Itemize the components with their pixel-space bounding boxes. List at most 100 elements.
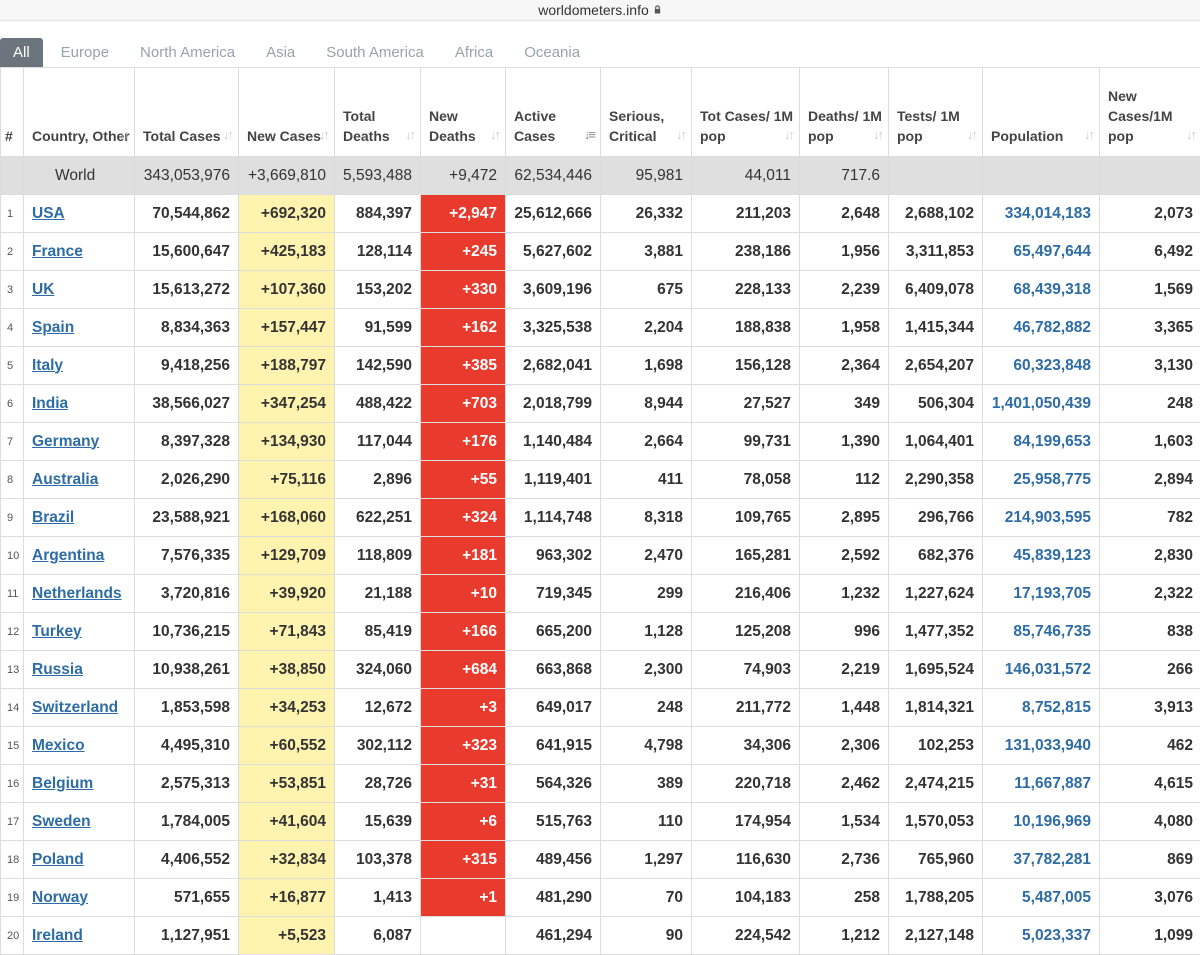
new-cases-cell: +168,060 [239,499,335,537]
col-header-new-cases[interactable]: New Cases↓↑ [239,68,335,157]
serious-cell: 411 [601,461,692,499]
world-row: World 343,053,976 +3,669,810 5,593,488 +… [1,157,1200,195]
col-header-total-deaths[interactable]: Total Deaths↓↑ [335,68,421,157]
new-deaths-cell: +2,947 [421,195,506,233]
deaths-per-m-cell: 1,534 [800,803,889,841]
population-cell: 334,014,183 [983,195,1100,233]
total-cases-cell: 70,544,862 [135,195,239,233]
country-link[interactable]: Norway [32,889,88,906]
total-deaths-cell: 622,251 [335,499,421,537]
tab-north-america[interactable]: North America [126,38,249,67]
col-header-deaths-per-m[interactable]: Deaths/ 1M pop↓↑ [800,68,889,157]
country-link[interactable]: Argentina [32,547,104,564]
country-link[interactable]: Germany [32,433,99,450]
total-cases-cell: 4,406,552 [135,841,239,879]
population-cell: 85,746,735 [983,613,1100,651]
col-header-new-deaths[interactable]: New Deaths↓↑ [421,68,506,157]
cases-per-m-cell: 27,527 [692,385,800,423]
total-cases-cell: 1,784,005 [135,803,239,841]
country-link[interactable]: France [32,243,83,260]
active-cases-cell: 461,294 [506,917,601,955]
serious-cell: 248 [601,689,692,727]
sort-icon: ↓↑ [967,125,976,145]
col-header-tests-per-m[interactable]: Tests/ 1M pop↓↑ [889,68,983,157]
country-link[interactable]: Italy [32,357,63,374]
new-deaths-cell: +10 [421,575,506,613]
country-link[interactable]: Russia [32,661,83,678]
tab-south-america[interactable]: South America [312,38,438,67]
total-cases-cell: 10,938,261 [135,651,239,689]
country-link[interactable]: Australia [32,471,98,488]
tests-per-m-cell: 1,227,624 [889,575,983,613]
country-link[interactable]: UK [32,281,54,298]
deaths-per-m-cell: 1,448 [800,689,889,727]
country-cell: India [24,385,135,423]
country-cell: Belgium [24,765,135,803]
population-cell: 46,782,882 [983,309,1100,347]
row-index: 20 [1,917,24,955]
cases-per-m-cell: 116,630 [692,841,800,879]
region-tabs: All Europe North America Asia South Amer… [0,38,1200,67]
country-link[interactable]: USA [32,205,65,222]
new-cases-cell: +71,843 [239,613,335,651]
new-deaths-cell: +3 [421,689,506,727]
new-cases-cell: +188,797 [239,347,335,385]
deaths-per-m-cell: 2,648 [800,195,889,233]
country-link[interactable]: Sweden [32,813,91,830]
country-cell: Australia [24,461,135,499]
country-link[interactable]: Spain [32,319,74,336]
country-link[interactable]: India [32,395,68,412]
new-cases-per-m-cell: 3,913 [1100,689,1200,727]
new-cases-per-m-cell: 3,076 [1100,879,1200,917]
country-link[interactable]: Belgium [32,775,93,792]
col-header-active-cases[interactable]: Active Cases↓≡ [506,68,601,157]
world-name: World [24,157,135,195]
new-cases-per-m-cell: 3,365 [1100,309,1200,347]
total-cases-cell: 1,853,598 [135,689,239,727]
tab-asia[interactable]: Asia [252,38,309,67]
row-index: 4 [1,309,24,347]
col-header-total-cases[interactable]: Total Cases↓↑ [135,68,239,157]
col-header-country[interactable]: Country, Other↓↑ [24,68,135,157]
col-header-population[interactable]: Population↓↑ [983,68,1100,157]
tab-oceania[interactable]: Oceania [510,38,594,67]
new-deaths-cell: +330 [421,271,506,309]
row-index: 13 [1,651,24,689]
population-cell: 37,782,281 [983,841,1100,879]
tests-per-m-cell: 2,654,207 [889,347,983,385]
col-header-serious[interactable]: Serious, Critical↓↑ [601,68,692,157]
row-index: 19 [1,879,24,917]
tab-all[interactable]: All [0,38,43,67]
serious-cell: 1,128 [601,613,692,651]
country-link[interactable]: Brazil [32,509,74,526]
cases-per-m-cell: 104,183 [692,879,800,917]
new-deaths-cell: +166 [421,613,506,651]
total-deaths-cell: 2,896 [335,461,421,499]
country-link[interactable]: Poland [32,851,84,868]
tests-per-m-cell: 1,064,401 [889,423,983,461]
country-link[interactable]: Netherlands [32,585,122,602]
sort-desc-icon: ↓≡ [584,125,594,145]
tests-per-m-cell: 2,290,358 [889,461,983,499]
country-link[interactable]: Switzerland [32,699,118,716]
country-link[interactable]: Mexico [32,737,85,754]
country-cell: USA [24,195,135,233]
world-cases-per-m: 44,011 [692,157,800,195]
col-header-cases-per-m[interactable]: Tot Cases/ 1M pop↓↑ [692,68,800,157]
tab-africa[interactable]: Africa [441,38,507,67]
new-cases-per-m-cell: 782 [1100,499,1200,537]
tab-europe[interactable]: Europe [47,38,123,67]
total-cases-cell: 1,127,951 [135,917,239,955]
col-header-new-cases-per-m[interactable]: New Cases/1M pop↓↑ [1100,68,1200,157]
total-cases-cell: 7,576,335 [135,537,239,575]
country-link[interactable]: Turkey [32,623,82,640]
active-cases-cell: 1,114,748 [506,499,601,537]
new-deaths-cell: +385 [421,347,506,385]
cases-per-m-cell: 109,765 [692,499,800,537]
country-cell: Argentina [24,537,135,575]
sort-icon: ↓↑ [1084,125,1093,145]
address-bar[interactable]: worldometers.info [0,0,1200,21]
